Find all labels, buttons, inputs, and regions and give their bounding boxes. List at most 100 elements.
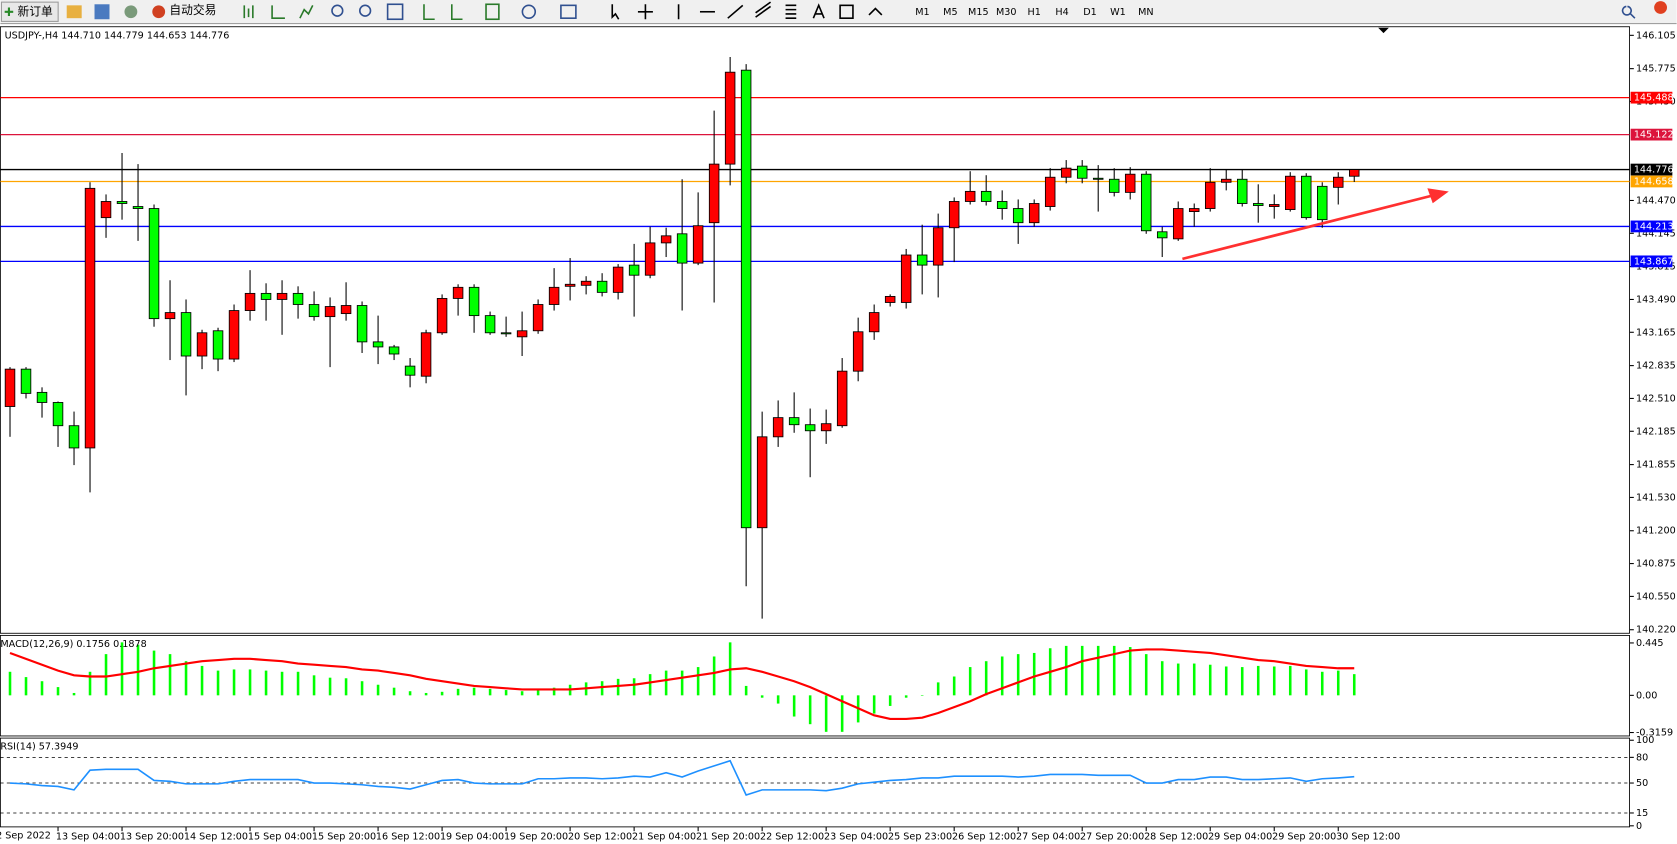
auto-trading-button[interactable] xyxy=(150,2,223,22)
chart-layer: USDJPY-,H4 144.710 144.779 144.653 144.7… xyxy=(0,30,1676,842)
macd-bar xyxy=(456,688,460,696)
candle-body xyxy=(708,163,720,224)
macd-bar xyxy=(776,695,780,704)
y-tick-label: 140.220 xyxy=(1636,625,1676,636)
candle-body xyxy=(212,330,224,360)
timeframe-button[interactable]: M15 xyxy=(968,7,989,18)
candle-body xyxy=(1028,203,1040,224)
autoscroll-icon[interactable] xyxy=(423,4,435,21)
candle-icon[interactable] xyxy=(271,5,285,19)
candle-body xyxy=(180,312,192,357)
x-tick-label: 29 Sep 04:00 xyxy=(1208,832,1272,843)
candle-body xyxy=(1124,173,1136,193)
crosshair-icon[interactable] xyxy=(637,4,653,20)
channel-icon[interactable] xyxy=(755,1,772,18)
timeframe-button[interactable]: W1 xyxy=(1110,7,1126,18)
macd-bar xyxy=(328,677,332,696)
timeframe-button[interactable]: H1 xyxy=(1027,7,1040,18)
toolbar: 新订单 自动交易 xyxy=(0,0,1677,25)
label-icon[interactable] xyxy=(839,4,854,19)
bar-chart-icon[interactable] xyxy=(243,5,254,19)
market-watch-icon[interactable] xyxy=(94,4,110,20)
timeframe-button[interactable]: H4 xyxy=(1055,7,1068,18)
timeframe-button[interactable]: M5 xyxy=(943,7,957,18)
macd-panel xyxy=(0,634,1630,737)
candle-body xyxy=(932,227,944,266)
zoom-in-icon[interactable] xyxy=(331,4,344,17)
indicators-icon[interactable] xyxy=(485,3,500,21)
periods-icon[interactable] xyxy=(521,4,537,19)
candle-body xyxy=(1188,208,1200,213)
search-icon[interactable] xyxy=(1621,5,1636,19)
timeframe-button[interactable]: MN xyxy=(1138,7,1153,18)
tile-icon[interactable] xyxy=(386,3,404,21)
x-tick-label: 22 Sep 12:00 xyxy=(760,832,824,843)
macd-bar xyxy=(600,681,604,696)
candle-body xyxy=(484,315,496,334)
candle-body xyxy=(388,346,400,355)
candle-body xyxy=(868,312,880,333)
macd-bar xyxy=(248,669,252,696)
y-tick-label: 145.775 xyxy=(1636,64,1676,75)
shift-icon[interactable] xyxy=(450,4,463,21)
timeframe-buttons: M1 M5 M15 M30 H1 H4 D1 W1 MN xyxy=(915,7,1153,18)
candle-body xyxy=(612,266,624,293)
x-tick-label: 19 Sep 04:00 xyxy=(440,832,504,843)
price-level-label: 144.776 xyxy=(1634,165,1674,176)
x-tick-label: 21 Sep 20:00 xyxy=(696,832,760,843)
candle-body xyxy=(404,365,416,376)
x-tick-label: 26 Sep 12:00 xyxy=(952,832,1016,843)
new-order-button[interactable] xyxy=(0,1,59,22)
macd-bar xyxy=(8,671,12,696)
trendline-icon[interactable] xyxy=(727,4,744,19)
timeframe-button[interactable]: M1 xyxy=(915,7,929,18)
candle-body xyxy=(996,201,1008,209)
candle-body xyxy=(516,330,528,338)
notification-badge[interactable] xyxy=(1654,1,1667,14)
y-tick-label: 143.165 xyxy=(1636,327,1676,338)
candle-body xyxy=(308,304,320,318)
arrows-icon[interactable] xyxy=(868,7,883,16)
navigator-icon[interactable] xyxy=(66,5,82,19)
candle-body xyxy=(1252,203,1264,206)
candle-body xyxy=(1092,177,1104,180)
x-tick-label: 19 Sep 20:00 xyxy=(504,832,568,843)
y-tick-label: 141.200 xyxy=(1636,526,1676,537)
candle-body xyxy=(132,206,144,209)
macd-bar xyxy=(216,670,220,696)
toolbar-background xyxy=(0,0,1677,24)
macd-bar xyxy=(376,684,380,696)
timeframe-button[interactable]: D1 xyxy=(1083,7,1097,18)
macd-bar xyxy=(680,670,684,696)
macd-bar xyxy=(552,687,556,696)
price-level-tag xyxy=(1630,220,1673,233)
candle-body xyxy=(628,264,640,276)
text-icon[interactable] xyxy=(812,3,825,19)
candle-body xyxy=(1268,204,1280,207)
x-tick-label: 2 Sep 2022 xyxy=(0,830,51,841)
rsi-panel xyxy=(0,737,1630,828)
cursor-icon[interactable] xyxy=(611,4,620,20)
y-tick-label: 144.470 xyxy=(1636,195,1676,206)
macd-bar xyxy=(392,687,396,696)
candle-body xyxy=(916,254,928,266)
plus-icon xyxy=(4,7,14,17)
y-tick-label: 0 xyxy=(1636,821,1642,832)
x-tick-label: 28 Sep 12:00 xyxy=(1144,832,1208,843)
macd-bar xyxy=(1160,661,1164,696)
price-level-tag xyxy=(1630,128,1673,141)
macd-bar xyxy=(1336,670,1340,696)
data-window-icon[interactable] xyxy=(124,5,138,19)
macd-bar xyxy=(520,691,524,696)
macd-bar xyxy=(792,695,796,717)
line-chart-icon[interactable] xyxy=(299,4,314,19)
candle-body xyxy=(68,425,80,449)
macd-bar xyxy=(504,690,508,696)
fibo-icon[interactable] xyxy=(785,4,797,19)
auto-trading-label: 自动交易 xyxy=(169,3,216,17)
zoom-out-icon[interactable] xyxy=(359,4,372,17)
templates-icon[interactable] xyxy=(560,4,577,19)
candle-body xyxy=(340,305,352,315)
macd-bar xyxy=(312,675,316,696)
timeframe-button[interactable]: M30 xyxy=(996,7,1017,18)
